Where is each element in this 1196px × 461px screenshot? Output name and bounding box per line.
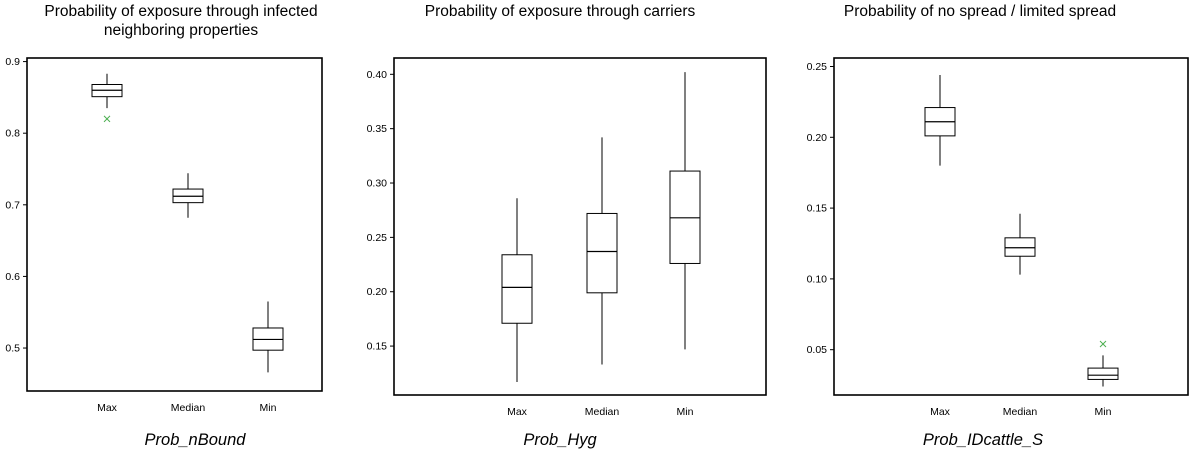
box-iqr xyxy=(1004,237,1036,257)
chart-panel-3: Probability of no spread / limited sprea… xyxy=(770,0,1196,461)
y-tick-label: 0.20 xyxy=(367,286,388,298)
chart-title: Probability of exposure through infected… xyxy=(44,3,318,39)
box-max xyxy=(501,198,533,382)
y-tick-label: 0.25 xyxy=(807,61,828,73)
x-category-label: Max xyxy=(930,406,951,418)
outlier-marker xyxy=(103,115,111,123)
x-category-label: Median xyxy=(1003,406,1038,418)
y-tick-label: 0.8 xyxy=(5,128,20,140)
y-tick-label: 0.6 xyxy=(5,271,20,283)
x-category-label: Max xyxy=(507,406,528,418)
x-category-label: Median xyxy=(585,406,620,418)
outlier-marker xyxy=(1099,340,1107,348)
box-median xyxy=(586,137,618,365)
box-iqr xyxy=(1087,367,1119,380)
y-tick-label: 0.10 xyxy=(807,273,828,285)
x-category-label: Median xyxy=(171,402,206,414)
x-category-label: Min xyxy=(1095,406,1112,418)
box-min xyxy=(1087,340,1119,387)
outlier-stroke xyxy=(103,115,111,123)
y-tick-label: 0.25 xyxy=(367,232,388,244)
x-category-label: Max xyxy=(97,402,118,414)
x-category-label: Min xyxy=(260,402,277,414)
chart-panel-2: Probability of exposure through carriers… xyxy=(350,0,770,461)
box-max xyxy=(91,73,123,123)
chart-title: Probability of no spread / limited sprea… xyxy=(843,3,1117,20)
y-tick-label: 0.15 xyxy=(367,341,388,353)
y-tick-label: 0.15 xyxy=(807,203,828,215)
outlier-stroke xyxy=(1099,340,1107,348)
y-tick-label: 0.05 xyxy=(807,344,828,356)
box-min xyxy=(669,72,701,350)
box-min xyxy=(252,301,284,373)
box-iqr xyxy=(501,254,533,324)
chart-subtitle: Prob_Hyg xyxy=(523,431,597,449)
box-median xyxy=(1004,213,1036,275)
plot-frame xyxy=(26,57,323,392)
chart-plot: 0.5 0.6 0.7 0.8 0.9 Max Median Min xyxy=(5,56,323,414)
plot-frame xyxy=(833,57,1189,396)
chart-plot: 0.05 0.10 0.15 0.20 0.25 Max Median Min xyxy=(807,57,1189,418)
y-tick-label: 0.30 xyxy=(367,178,388,190)
y-tick-label: 0.35 xyxy=(367,123,388,135)
chart-panel-1: Probability of exposure through infected… xyxy=(0,0,350,461)
chart-subtitle: Prob_IDcattle_S xyxy=(922,431,1044,449)
chart-plot: 0.15 0.20 0.25 0.30 0.35 0.40 Max Median Min xyxy=(367,57,767,418)
y-tick-label: 0.9 xyxy=(5,56,20,68)
chart-title: Probability of exposure through carriers xyxy=(424,3,696,20)
box-iqr xyxy=(586,212,618,294)
y-tick-label: 0.5 xyxy=(5,343,20,355)
y-tick-label: 0.20 xyxy=(807,132,828,144)
y-tick-label: 0.7 xyxy=(5,199,20,211)
box-max xyxy=(924,74,956,166)
box-median xyxy=(172,173,204,218)
x-category-label: Min xyxy=(677,406,694,418)
chart-subtitle: Prob_nBound xyxy=(144,431,246,449)
plot-frame xyxy=(393,57,767,396)
y-tick-label: 0.40 xyxy=(367,69,388,81)
